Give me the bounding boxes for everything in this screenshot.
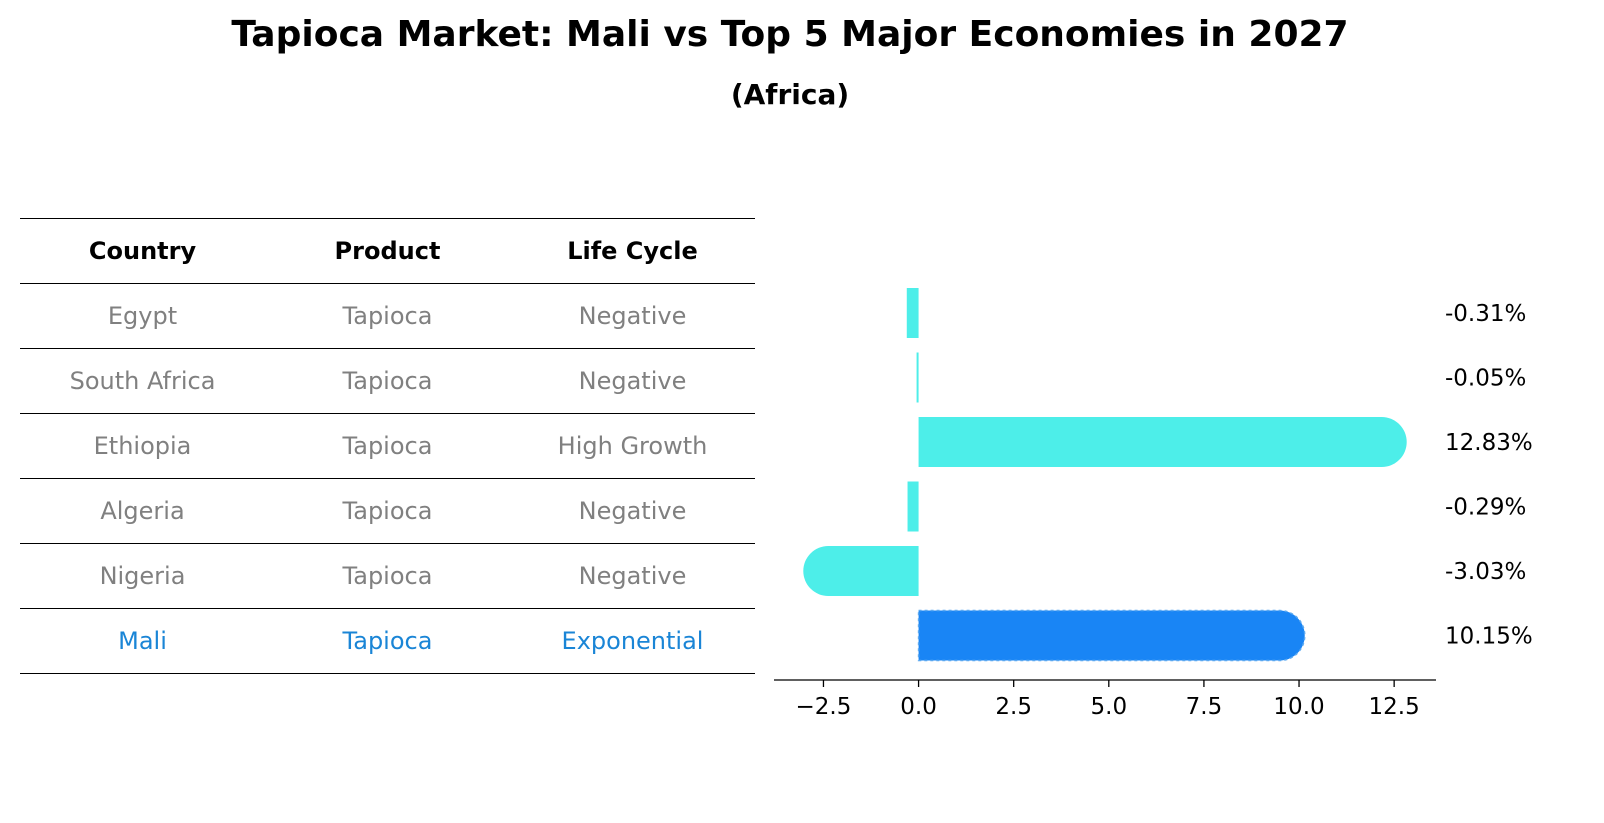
cell-product: Tapioca <box>265 348 510 414</box>
chart-title: Tapioca Market: Mali vs Top 5 Major Econ… <box>231 14 1349 55</box>
bar-egypt <box>906 288 919 338</box>
cell-life-cycle: Negative <box>510 478 755 544</box>
cell-product: Tapioca <box>265 608 510 674</box>
chart-subtitle: (Africa) <box>730 78 850 111</box>
cell-country: Mali <box>20 608 265 674</box>
cell-product: Tapioca <box>265 413 510 479</box>
growth-bar-chart: -0.31% -0.05% 12.83% -0.29% -3.03% 10.15% −2.… <box>774 288 1533 720</box>
table-row: South Africa Tapioca Negative <box>20 348 755 414</box>
x-tick-label: 7.5 <box>1186 694 1223 720</box>
cell-product: Tapioca <box>265 283 510 349</box>
cell-product: Tapioca <box>265 478 510 544</box>
cell-product: Tapioca <box>265 543 510 609</box>
value-label: 12.83% <box>1445 430 1533 456</box>
header-country: Country <box>20 218 265 284</box>
value-labels-group: -0.31% -0.05% 12.83% -0.29% -3.03% 10.15% <box>1445 301 1533 650</box>
x-tick-label: 5.0 <box>1091 694 1128 720</box>
value-label: -0.29% <box>1445 495 1526 521</box>
cell-country: Algeria <box>20 478 265 544</box>
bar-south-africa <box>916 352 919 403</box>
cell-country: Nigeria <box>20 543 265 609</box>
cell-country: Ethiopia <box>20 413 265 479</box>
value-label: -0.05% <box>1445 366 1526 392</box>
cell-life-cycle: Exponential <box>510 608 755 674</box>
value-label: -3.03% <box>1445 559 1526 585</box>
table-row: Algeria Tapioca Negative <box>20 478 755 544</box>
x-ticks-group: −2.5 0.0 2.5 5.0 7.5 10.0 12.5 <box>796 680 1420 720</box>
bar-nigeria <box>803 546 919 596</box>
cell-life-cycle: Negative <box>510 348 755 414</box>
x-tick-label: 12.5 <box>1369 694 1420 720</box>
table-row-highlight: Mali Tapioca Exponential <box>20 608 755 674</box>
market-table: Country Product Life Cycle Egypt Tapioca… <box>20 218 755 674</box>
bars-group <box>803 288 1407 662</box>
table-row: Nigeria Tapioca Negative <box>20 543 755 609</box>
value-label: 10.15% <box>1445 624 1533 650</box>
bar-algeria <box>907 481 919 532</box>
table-header-row: Country Product Life Cycle <box>20 218 755 284</box>
cell-country: Egypt <box>20 283 265 349</box>
cell-life-cycle: High Growth <box>510 413 755 479</box>
value-label: -0.31% <box>1445 301 1526 327</box>
x-tick-label: 10.0 <box>1273 694 1324 720</box>
x-tick-label: −2.5 <box>796 694 852 720</box>
header-life-cycle: Life Cycle <box>510 218 755 284</box>
bar-mali <box>917 609 1306 662</box>
cell-life-cycle: Negative <box>510 543 755 609</box>
table-row: Egypt Tapioca Negative <box>20 283 755 349</box>
x-tick-label: 0.0 <box>900 694 937 720</box>
cell-country: South Africa <box>20 348 265 414</box>
table-row: Ethiopia Tapioca High Growth <box>20 413 755 479</box>
cell-life-cycle: Negative <box>510 283 755 349</box>
header-product: Product <box>265 218 510 284</box>
x-tick-label: 2.5 <box>995 694 1032 720</box>
bar-ethiopia <box>918 417 1407 467</box>
